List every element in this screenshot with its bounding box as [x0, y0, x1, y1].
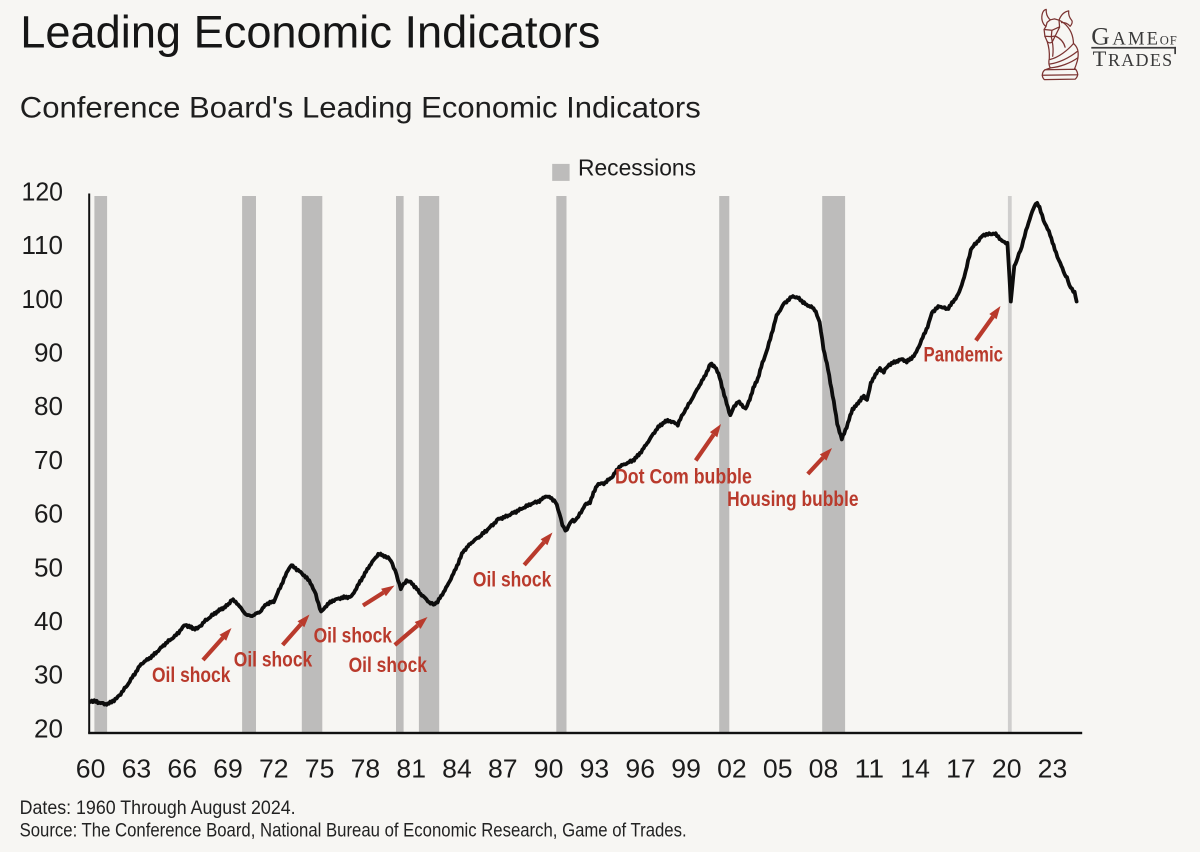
svg-text:Oil shock: Oil shock	[152, 664, 231, 687]
svg-text:50: 50	[34, 552, 63, 582]
svg-text:90: 90	[534, 753, 564, 783]
svg-text:Oil shock: Oil shock	[314, 625, 393, 648]
svg-text:84: 84	[442, 753, 472, 783]
svg-text:Source: The Conference Board,: Source: The Conference Board, National B…	[20, 820, 687, 842]
svg-text:93: 93	[580, 753, 610, 783]
svg-text:66: 66	[167, 753, 197, 783]
svg-text:Leading Economic Indicators: Leading Economic Indicators	[20, 7, 600, 58]
svg-text:20: 20	[992, 753, 1022, 783]
svg-text:96: 96	[625, 753, 655, 783]
svg-text:60: 60	[76, 753, 106, 783]
svg-text:120: 120	[22, 176, 64, 206]
svg-text:02: 02	[717, 753, 747, 783]
svg-text:Dates: 1960 Through August 202: Dates: 1960 Through August 2024.	[20, 797, 296, 819]
svg-text:TRADES: TRADES	[1093, 46, 1174, 71]
svg-text:23: 23	[1038, 753, 1068, 783]
svg-text:Conference Board's Leading Eco: Conference Board's Leading Economic Indi…	[20, 92, 701, 125]
svg-text:63: 63	[122, 753, 152, 783]
svg-text:Recessions: Recessions	[578, 154, 696, 180]
svg-text:Dot Com bubble: Dot Com bubble	[615, 466, 752, 489]
svg-text:Oil shock: Oil shock	[234, 649, 313, 672]
svg-text:87: 87	[488, 753, 518, 783]
svg-text:78: 78	[351, 753, 381, 783]
svg-text:72: 72	[259, 753, 289, 783]
svg-text:Oil shock: Oil shock	[349, 654, 428, 677]
svg-text:75: 75	[305, 753, 335, 783]
svg-text:60: 60	[34, 499, 63, 529]
svg-text:GAME: GAME	[1091, 22, 1160, 51]
svg-text:14: 14	[900, 753, 930, 783]
svg-text:70: 70	[34, 445, 63, 475]
svg-text:Pandemic: Pandemic	[924, 343, 1004, 366]
svg-text:90: 90	[34, 338, 63, 368]
svg-text:08: 08	[809, 753, 839, 783]
svg-text:17: 17	[946, 753, 976, 783]
svg-text:11: 11	[855, 753, 885, 783]
svg-text:110: 110	[22, 230, 64, 260]
svg-text:69: 69	[213, 753, 243, 783]
svg-text:100: 100	[22, 284, 64, 314]
svg-text:05: 05	[763, 753, 793, 783]
svg-text:Housing bubble: Housing bubble	[727, 488, 858, 511]
svg-text:OF: OF	[1160, 34, 1178, 48]
svg-text:81: 81	[396, 753, 426, 783]
svg-text:99: 99	[671, 753, 701, 783]
svg-text:80: 80	[34, 391, 63, 421]
svg-text:20: 20	[34, 713, 63, 743]
svg-text:40: 40	[34, 606, 63, 636]
svg-text:Oil shock: Oil shock	[473, 568, 552, 591]
svg-text:30: 30	[34, 660, 63, 690]
